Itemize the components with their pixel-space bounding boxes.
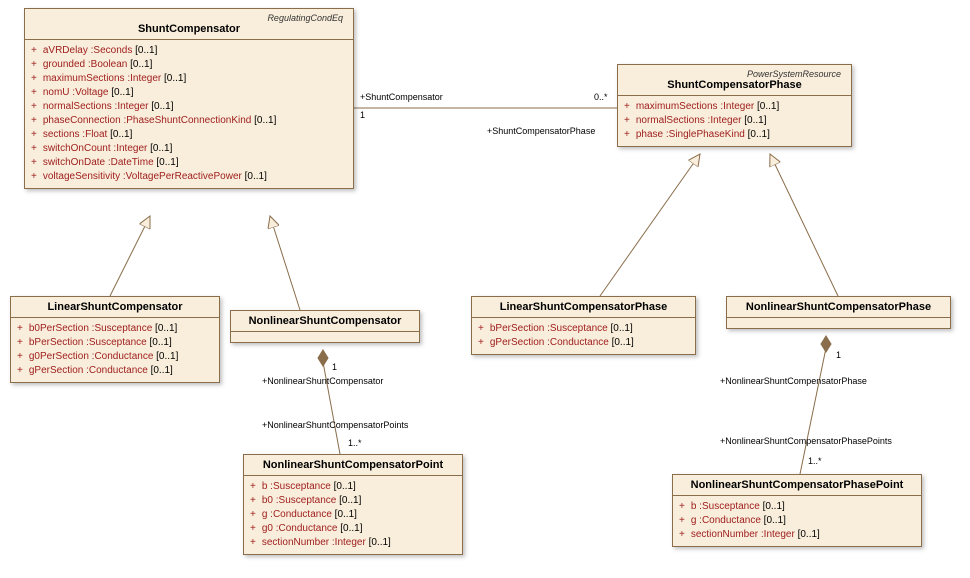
attribute-row: +normalSections :Integer [0..1] — [624, 114, 845, 128]
class-name: ShuntCompensatorPhase — [624, 79, 845, 91]
attribute-row: +maximumSections :Integer [0..1] — [31, 72, 347, 86]
mult-1: 1 — [360, 110, 365, 120]
class-linear-shunt-compensator: LinearShuntCompensator +b0PerSection :Su… — [10, 296, 220, 383]
attribute-row: +sections :Float [0..1] — [31, 128, 347, 142]
role-nonlinear-shunt-compensator-points: +NonlinearShuntCompensatorPoints — [262, 420, 408, 430]
class-name: NonlinearShuntCompensatorPhase — [733, 301, 944, 313]
mult-0star: 0..* — [594, 92, 608, 102]
attribute-row: +switchOnDate :DateTime [0..1] — [31, 156, 347, 170]
class-body: +b0PerSection :Susceptance [0..1]+bPerSe… — [11, 318, 219, 382]
attribute-row: +g0 :Conductance [0..1] — [250, 522, 456, 536]
mult-1starb: 1..* — [348, 438, 362, 448]
attribute-row: +sectionNumber :Integer [0..1] — [250, 536, 456, 550]
attribute-row: +g :Conductance [0..1] — [250, 508, 456, 522]
attribute-row: +nomU :Voltage [0..1] — [31, 86, 347, 100]
attribute-row: +bPerSection :Susceptance [0..1] — [17, 336, 213, 350]
class-name: NonlinearShuntCompensatorPoint — [250, 459, 456, 471]
attribute-row: +bPerSection :Susceptance [0..1] — [478, 322, 689, 336]
attribute-row: +g :Conductance [0..1] — [679, 514, 915, 528]
role-shunt-compensator: +ShuntCompensator — [360, 92, 443, 102]
attribute-row: +b0PerSection :Susceptance [0..1] — [17, 322, 213, 336]
attribute-row: +grounded :Boolean [0..1] — [31, 58, 347, 72]
class-body: +maximumSections :Integer [0..1]+normalS… — [618, 96, 851, 146]
class-linear-shunt-compensator-phase: LinearShuntCompensatorPhase +bPerSection… — [471, 296, 696, 355]
attribute-row: +gPerSection :Conductance [0..1] — [17, 364, 213, 378]
attribute-row: +aVRDelay :Seconds [0..1] — [31, 44, 347, 58]
class-shunt-compensator-phase: PowerSystemResource ShuntCompensatorPhas… — [617, 64, 852, 147]
attribute-row: +gPerSection :Conductance [0..1] — [478, 336, 689, 350]
role-nonlinear-shunt-compensator: +NonlinearShuntCompensator — [262, 376, 383, 386]
attribute-row: +voltageSensitivity :VoltagePerReactiveP… — [31, 170, 347, 184]
attribute-row: +b :Susceptance [0..1] — [250, 480, 456, 494]
class-body: +b :Susceptance [0..1]+g :Conductance [0… — [673, 496, 921, 546]
class-nonlinear-shunt-compensator-phase-point: NonlinearShuntCompensatorPhasePoint +b :… — [672, 474, 922, 547]
class-body: +bPerSection :Susceptance [0..1]+gPerSec… — [472, 318, 695, 354]
role-nonlinear-shunt-compensator-phase: +NonlinearShuntCompensatorPhase — [720, 376, 867, 386]
class-body: +b :Susceptance [0..1]+b0 :Susceptance [… — [244, 476, 462, 554]
attribute-row: +phase :SinglePhaseKind [0..1] — [624, 128, 845, 142]
class-shunt-compensator: RegulatingCondEq ShuntCompensator +aVRDe… — [24, 8, 354, 189]
attribute-row: +maximumSections :Integer [0..1] — [624, 100, 845, 114]
attribute-row: +phaseConnection :PhaseShuntConnectionKi… — [31, 114, 347, 128]
class-name: NonlinearShuntCompensator — [237, 315, 413, 327]
class-body — [231, 332, 419, 342]
class-name: LinearShuntCompensatorPhase — [478, 301, 689, 313]
class-nonlinear-shunt-compensator-point: NonlinearShuntCompensatorPoint +b :Susce… — [243, 454, 463, 555]
stereotype: RegulatingCondEq — [31, 13, 347, 23]
class-body — [727, 318, 950, 328]
attribute-row: +b0 :Susceptance [0..1] — [250, 494, 456, 508]
attribute-row: +b :Susceptance [0..1] — [679, 500, 915, 514]
role-nonlinear-shunt-compensator-phase-points: +NonlinearShuntCompensatorPhasePoints — [720, 436, 892, 446]
class-name: LinearShuntCompensator — [17, 301, 213, 313]
mult-1c: 1 — [836, 350, 841, 360]
class-body: +aVRDelay :Seconds [0..1]+grounded :Bool… — [25, 40, 353, 188]
attribute-row: +sectionNumber :Integer [0..1] — [679, 528, 915, 542]
class-name: NonlinearShuntCompensatorPhasePoint — [679, 479, 915, 491]
attribute-row: +normalSections :Integer [0..1] — [31, 100, 347, 114]
attribute-row: +g0PerSection :Conductance [0..1] — [17, 350, 213, 364]
stereotype: PowerSystemResource — [624, 69, 845, 79]
class-nonlinear-shunt-compensator-phase: NonlinearShuntCompensatorPhase — [726, 296, 951, 329]
mult-1b: 1 — [332, 362, 337, 372]
role-shunt-compensator-phase: +ShuntCompensatorPhase — [487, 126, 595, 136]
mult-1starc: 1..* — [808, 456, 822, 466]
class-name: ShuntCompensator — [31, 23, 347, 35]
class-nonlinear-shunt-compensator: NonlinearShuntCompensator — [230, 310, 420, 343]
attribute-row: +switchOnCount :Integer [0..1] — [31, 142, 347, 156]
